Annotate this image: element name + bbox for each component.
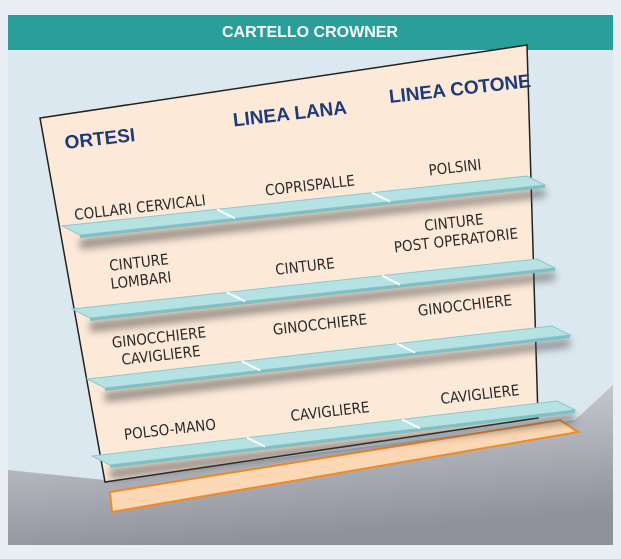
shelf-shadow: [110, 414, 575, 479]
shelf-front: [105, 335, 570, 391]
shelf-divider: [226, 291, 246, 303]
header-bar: [8, 15, 613, 50]
shelf-shadow: [80, 189, 545, 249]
shelf-front: [110, 410, 575, 468]
base: [108, 418, 581, 514]
shelf-divider: [216, 208, 236, 220]
shelf-shadow: [105, 339, 570, 402]
shelf-divider: [381, 274, 401, 286]
item-label: POLSINI: [428, 156, 483, 180]
shelf-divider: [241, 360, 261, 372]
header-title: CARTELLO CROWNER: [222, 24, 398, 41]
shelf-divider: [401, 418, 421, 430]
shelf-front: [90, 268, 555, 321]
shelf-divider: [396, 342, 416, 354]
shelf-shadow: [90, 272, 555, 332]
shelf-front: [80, 185, 545, 238]
shelf-divider: [246, 436, 266, 448]
shelf-divider: [371, 191, 391, 203]
